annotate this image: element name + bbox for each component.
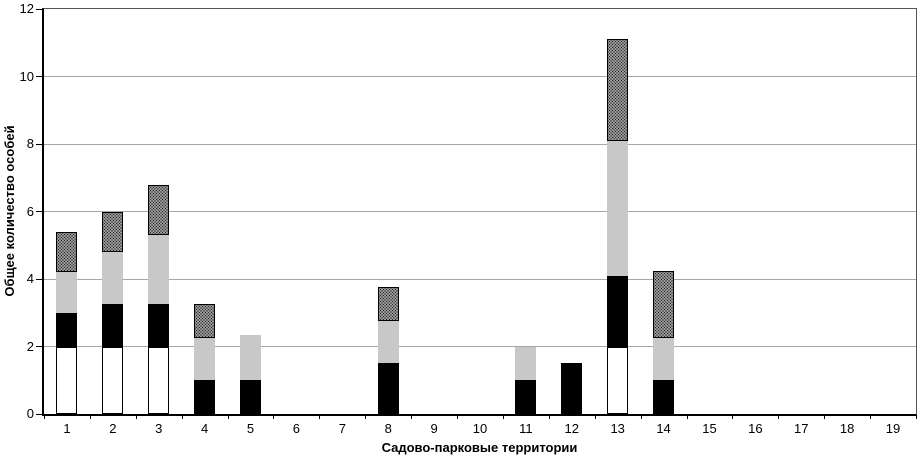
x-tick-label-14: 14 <box>656 421 671 436</box>
y-tick-label-0: 0 <box>26 406 34 421</box>
x-tick-mark-2 <box>135 415 137 419</box>
y-tick-mark-2 <box>36 346 42 347</box>
x-tick-mark-9 <box>457 415 459 419</box>
x-tick-label-3: 3 <box>155 421 163 436</box>
gridline-y8 <box>44 143 916 145</box>
bar-4-gray-segment <box>194 338 216 381</box>
bar-1-black-segment <box>56 312 78 347</box>
y-tick-mark-6 <box>36 211 42 212</box>
bar-3-gray-segment <box>148 235 170 305</box>
x-tick-mark-19 <box>916 415 917 419</box>
x-tick-label-15: 15 <box>702 421 717 436</box>
y-tick-label-4: 4 <box>26 271 34 286</box>
x-tick-mark-3 <box>181 415 183 419</box>
bar-11-gray-segment <box>515 346 537 381</box>
x-tick-label-9: 9 <box>430 421 438 436</box>
x-tick-label-11: 11 <box>519 421 533 436</box>
gridline-y2 <box>44 346 916 347</box>
bar-8-gray-segment <box>377 321 399 364</box>
y-tick-label-6: 6 <box>26 203 34 219</box>
x-tick-label-6: 6 <box>292 421 301 436</box>
x-tick-mark-4 <box>227 415 229 419</box>
x-tick-label-5: 5 <box>246 421 255 436</box>
x-tick-label-4: 4 <box>201 421 209 436</box>
x-tick-mark-16 <box>778 415 780 419</box>
x-tick-label-10: 10 <box>472 421 488 436</box>
y-tick-mark-12 <box>36 8 42 10</box>
x-tick-label-19: 19 <box>885 421 901 436</box>
x-tick-mark-5 <box>273 415 275 419</box>
x-tick-mark-14 <box>686 415 688 419</box>
y-tick-mark-4 <box>36 278 42 280</box>
x-tick-mark-15 <box>732 415 734 419</box>
x-tick-mark-7 <box>365 415 367 419</box>
x-tick-mark-0 <box>44 415 45 419</box>
x-tick-mark-11 <box>548 415 550 419</box>
y-tick-label-12: 12 <box>19 1 34 16</box>
bar-13-white-segment <box>607 346 629 414</box>
x-tick-label-12: 12 <box>564 421 579 436</box>
plot-area <box>42 8 917 416</box>
x-tick-label-7: 7 <box>338 421 346 436</box>
bar-3-black-segment <box>148 304 170 347</box>
bar-14-black-segment <box>653 380 675 414</box>
bar-8-dotted-segment <box>377 287 399 322</box>
x-tick-mark-18 <box>870 415 872 419</box>
bar-14-dotted-segment <box>653 270 675 339</box>
x-tick-mark-13 <box>640 415 642 419</box>
x-axis-title: Садово-парковые территории <box>381 440 578 455</box>
y-tick-mark-0 <box>36 413 42 415</box>
x-tick-label-13: 13 <box>610 421 625 436</box>
bar-12-black-segment <box>561 363 583 414</box>
x-tick-label-17: 17 <box>794 421 809 436</box>
bar-8-black-segment <box>377 363 399 414</box>
x-tick-label-18: 18 <box>839 421 855 436</box>
x-tick-mark-1 <box>89 415 91 419</box>
bar-2-dotted-segment <box>102 211 124 252</box>
x-tick-mark-12 <box>594 415 596 419</box>
bar-2-black-segment <box>102 304 124 347</box>
bar-5-black-segment <box>240 380 262 414</box>
bar-1-gray-segment <box>56 272 78 313</box>
y-tick-mark-10 <box>36 76 42 77</box>
x-tick-label-2: 2 <box>109 421 117 436</box>
bar-1-dotted-segment <box>56 231 78 273</box>
gridline-y6 <box>44 211 916 212</box>
gridline-y10 <box>44 76 916 77</box>
bar-2-gray-segment <box>102 252 124 305</box>
y-tick-label-10: 10 <box>19 68 34 84</box>
x-tick-mark-6 <box>319 415 321 419</box>
bar-2-white-segment <box>102 346 124 414</box>
x-tick-label-16: 16 <box>748 421 763 436</box>
x-tick-mark-17 <box>824 415 826 419</box>
bar-5-gray-segment <box>240 335 262 381</box>
y-tick-label-2: 2 <box>26 338 34 354</box>
gridline-y4 <box>44 278 916 280</box>
y-tick-label-8: 8 <box>26 136 34 151</box>
x-tick-mark-10 <box>502 415 504 419</box>
bar-3-dotted-segment <box>148 184 170 236</box>
bar-13-gray-segment <box>607 140 629 276</box>
bar-3-white-segment <box>148 346 170 414</box>
bar-14-gray-segment <box>653 338 675 381</box>
bar-4-dotted-segment <box>194 304 216 339</box>
x-tick-label-1: 1 <box>63 421 71 436</box>
x-tick-label-8: 8 <box>384 421 392 436</box>
bar-11-black-segment <box>515 380 537 414</box>
bar-1-white-segment <box>56 346 78 414</box>
bar-4-black-segment <box>194 380 216 414</box>
x-tick-mark-8 <box>411 415 413 419</box>
bar-13-black-segment <box>607 275 629 347</box>
bar-13-dotted-segment <box>607 39 629 141</box>
y-tick-mark-8 <box>36 143 42 145</box>
